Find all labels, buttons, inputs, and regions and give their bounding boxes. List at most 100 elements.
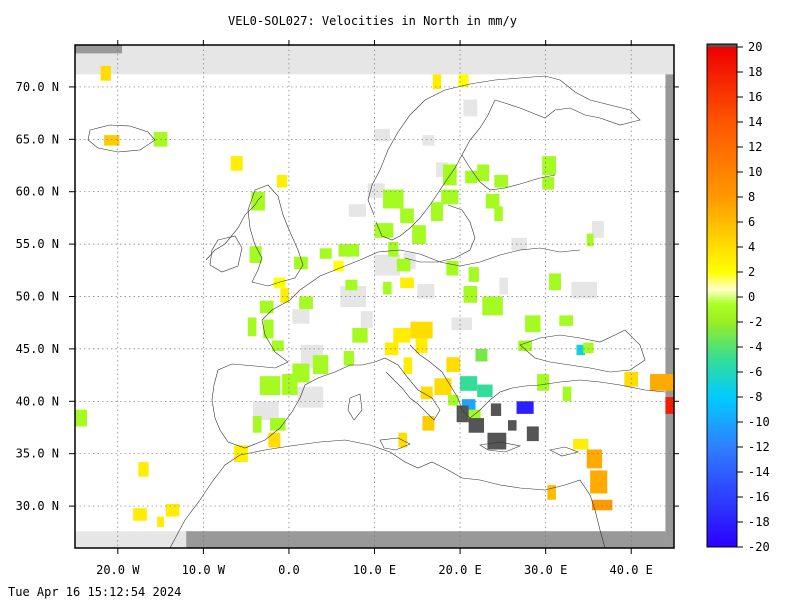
- dark-cell: [456, 405, 469, 423]
- colorbar-segment: [707, 177, 737, 180]
- colorbar-segment: [707, 379, 737, 382]
- coastline-italy: [374, 357, 441, 421]
- velocity-cell: [280, 288, 289, 303]
- colorbar-segment: [707, 113, 737, 116]
- lon-tick-label: 20.0 E: [438, 563, 481, 577]
- velocity-cell: [333, 260, 344, 272]
- near-zero-cell: [374, 128, 390, 142]
- colorbar-segment: [707, 181, 737, 184]
- colorbar-segment: [707, 449, 737, 452]
- coastline-finland: [461, 99, 556, 191]
- lat-tick-label: 45.0 N: [16, 342, 59, 356]
- colorbar-segment: [707, 241, 737, 244]
- coastline-baltic: [404, 204, 476, 263]
- colorbar-segment: [707, 127, 737, 130]
- colorbar-segment: [707, 439, 737, 442]
- coastline-sweden: [375, 154, 463, 241]
- colorbar-segment: [707, 389, 737, 392]
- velocity-cell: [138, 462, 149, 477]
- colorbar-segment: [707, 407, 737, 410]
- near-zero-cell: [292, 309, 310, 324]
- colorbar-segment: [707, 235, 737, 238]
- velocity-cell: [268, 432, 281, 448]
- colorbar-segment: [707, 475, 737, 478]
- colorbar-segment: [707, 471, 737, 474]
- coastline-crete: [479, 441, 522, 453]
- velocity-cell: [415, 338, 428, 354]
- colorbar-segment: [707, 161, 737, 164]
- velocity-cell: [247, 317, 257, 337]
- lat-tick-label: 65.0 N: [16, 132, 59, 146]
- colorbar-segment: [707, 257, 737, 260]
- colorbar-tick-label: -20: [748, 540, 770, 554]
- colorbar-segment: [707, 341, 737, 344]
- colorbar-segment: [707, 239, 737, 242]
- colorbar-segment: [707, 271, 737, 274]
- colorbar-segment: [707, 73, 737, 76]
- colorbar-tick-label: 10: [748, 165, 762, 179]
- colorbar-segment: [707, 157, 737, 160]
- colorbar-tick-label: 20: [748, 40, 762, 54]
- velocity-cell: [477, 384, 493, 398]
- velocity-cell: [518, 340, 532, 351]
- colorbar-segment: [707, 57, 737, 60]
- colorbar-segment: [707, 393, 737, 396]
- colorbar-segment: [707, 327, 737, 330]
- velocity-cell: [263, 319, 274, 339]
- near-zero-cell: [571, 281, 597, 299]
- colorbar-segment: [707, 375, 737, 378]
- colorbar-segment: [707, 479, 737, 482]
- colorbar-segment: [707, 63, 737, 66]
- colorbar-segment: [707, 265, 737, 268]
- colorbar-segment: [707, 343, 737, 346]
- velocity-cell: [388, 242, 399, 257]
- velocity-cell: [393, 327, 411, 343]
- colorbar-segment: [707, 507, 737, 510]
- colorbar-segment: [707, 387, 737, 390]
- lon-tick-label: 0.0: [278, 563, 300, 577]
- colorbar-segment: [707, 369, 737, 372]
- colorbar-segment: [707, 323, 737, 326]
- colorbar-segment: [707, 485, 737, 488]
- colorbar-segment: [707, 283, 737, 286]
- northwest-no-data-band: [75, 45, 123, 54]
- colorbar-tick-label: 8: [748, 190, 755, 204]
- colorbar-cap: [707, 44, 737, 47]
- colorbar-segment: [707, 411, 737, 414]
- colorbar-segment: [707, 253, 737, 256]
- velocity-cell: [259, 300, 274, 314]
- velocity-cell: [100, 65, 111, 81]
- colorbar-segment: [707, 303, 737, 306]
- colorbar-segment: [707, 229, 737, 232]
- near-zero-cell: [297, 386, 324, 408]
- colorbar-segment: [707, 71, 737, 74]
- map-area: [75, 45, 674, 548]
- velocity-cell: [104, 135, 120, 146]
- colorbar-segment: [707, 399, 737, 402]
- lat-tick-label: 30.0 N: [16, 499, 59, 513]
- colorbar-segment: [707, 67, 737, 70]
- near-zero-cell: [360, 311, 373, 328]
- colorbar-segment: [707, 349, 737, 352]
- map-title: VEL0-SOL027: Velocities in North in mm/y: [228, 14, 517, 28]
- velocity-cell: [412, 225, 426, 245]
- colorbar-tick-label: -2: [748, 315, 762, 329]
- colorbar-segment: [707, 453, 737, 456]
- colorbar-segment: [707, 367, 737, 370]
- lon-tick-label: 30.0 E: [524, 563, 567, 577]
- colorbar-segment: [707, 49, 737, 52]
- colorbar-segment: [707, 137, 737, 140]
- colorbar-segment: [707, 219, 737, 222]
- near-zero-cells: [252, 99, 604, 421]
- south-no-data-band: [186, 531, 666, 548]
- near-zero-cell: [436, 162, 449, 178]
- colorbar-segment: [707, 445, 737, 448]
- velocity-cell: [75, 409, 87, 427]
- colorbar-segment: [707, 143, 737, 146]
- colorbar-segment: [707, 403, 737, 406]
- colorbar-segment: [707, 267, 737, 270]
- colorbar-segment: [707, 169, 737, 172]
- velocity-cell: [374, 223, 394, 238]
- colorbar-segment: [707, 51, 737, 54]
- colorbar-segment: [707, 331, 737, 334]
